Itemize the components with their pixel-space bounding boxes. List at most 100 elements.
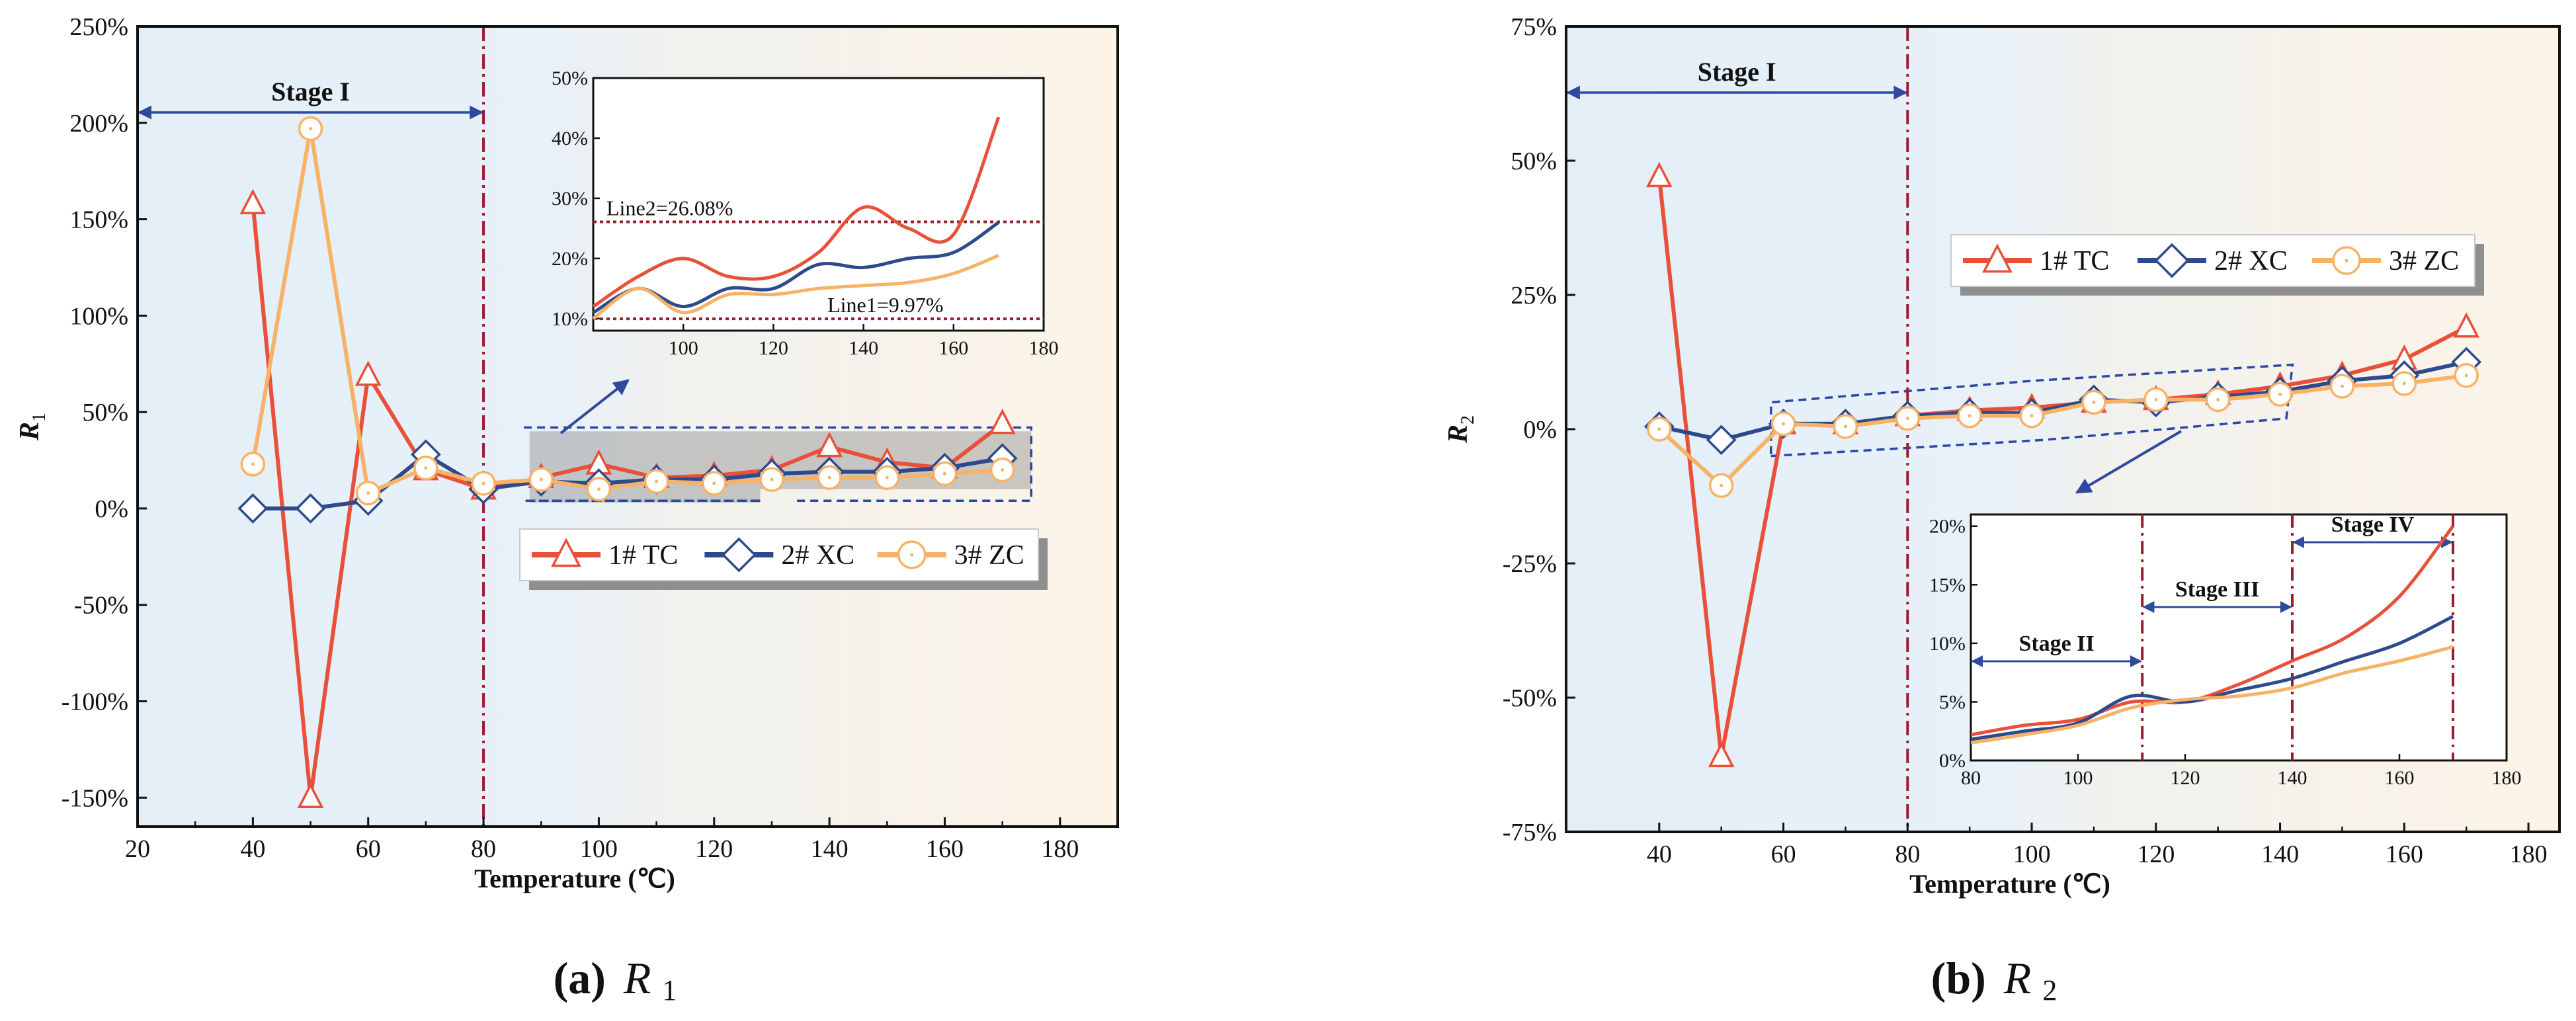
series-point-dot	[942, 471, 946, 475]
series-line	[251, 203, 1004, 800]
series-point-dot	[2278, 392, 2282, 396]
y-axis-label-sub: 1	[29, 413, 50, 422]
y-tick-label: 150%	[69, 206, 128, 234]
plot-frame	[136, 25, 1119, 828]
legend: 1# TC 2# XC 3# ZC	[1950, 234, 2484, 296]
y-tick-label: 50%	[82, 399, 128, 427]
x-tick-label: 60	[356, 835, 381, 863]
series-point-dot	[885, 475, 889, 479]
legend-label: 2# XC	[781, 540, 854, 571]
zoom-dashed-box	[524, 426, 1032, 503]
x-tick-label: 60	[1771, 840, 1796, 868]
series-point-dot	[712, 481, 716, 485]
caption-b-tag: (b)	[1931, 953, 1986, 1003]
series-point-dot	[2464, 374, 2468, 378]
inset-x-tick-label: 180	[1029, 337, 1059, 359]
legend-label: 3# ZC	[2389, 246, 2459, 276]
series-point-dot	[827, 475, 831, 479]
series-point	[989, 409, 1016, 434]
caption-a-tag: (a)	[554, 953, 606, 1003]
inset-x-tick-label: 120	[759, 337, 788, 359]
inset-series-line	[592, 116, 1001, 308]
series-point	[237, 493, 269, 524]
series-point-dot	[2340, 384, 2344, 388]
inset-y-tick-label: 15%	[1929, 574, 1966, 596]
x-tick-label: 100	[580, 835, 618, 863]
y-tick-label: -75%	[1503, 819, 1557, 846]
y-tick-label: -50%	[1503, 684, 1557, 712]
inset-y-tick-label: 20%	[1929, 516, 1966, 538]
series-point-dot	[539, 477, 543, 481]
series-point-dot	[1782, 422, 1786, 426]
inset-x-tick-label: 100	[669, 337, 698, 359]
captions: (a) R 1 (b) R 2	[554, 953, 2057, 1006]
inset-y-tick-label: 20%	[552, 248, 588, 270]
series-point-dot	[1843, 425, 1847, 429]
x-tick-label: 120	[695, 835, 733, 863]
inset-y-tick-label: 10%	[1929, 633, 1966, 655]
legend-box	[1950, 234, 2475, 287]
series-point	[816, 432, 843, 458]
x-axis-label: Temperature (℃)	[474, 864, 675, 893]
series-point-dot	[597, 487, 601, 491]
y-tick-label: 75%	[1511, 13, 1557, 41]
series-point-dot	[2030, 414, 2034, 418]
legend-box	[519, 528, 1039, 581]
triangle-marker-icon	[1982, 243, 2013, 273]
inset-y-tick-label: 40%	[552, 128, 588, 149]
panel-b-r2-chart: Stage I-75%-50%-25%0%25%50%75%40 60 80 100 1…	[1443, 13, 2561, 899]
y-axis-label: R2	[1443, 415, 1478, 444]
diamond-marker-icon	[2154, 243, 2190, 278]
y-tick-label: 0%	[95, 495, 128, 523]
inset-stage-label: Stage II	[2018, 632, 2094, 656]
inset-chart: 0% 5% 10% 15% 20% 80 100 120 140 160 180 Stage II St…	[1929, 512, 2522, 789]
y-tick-label: -25%	[1503, 550, 1557, 578]
inset-ref-label: Line2=26.08%	[606, 196, 733, 220]
inset-series-line	[592, 253, 999, 320]
series-point-dot	[481, 481, 485, 485]
inset-frame	[1970, 513, 2508, 762]
legend-label: 2# XC	[2214, 246, 2288, 276]
series-point	[1706, 425, 1737, 456]
x-tick-label: 80	[1895, 840, 1920, 868]
series-point-dot	[770, 477, 774, 481]
legend-label: 3# ZC	[954, 540, 1024, 571]
y-axis-label: R1	[15, 413, 50, 441]
diamond-marker-icon	[721, 537, 757, 573]
zoom-arrow	[560, 379, 630, 434]
caption-b-var: R	[2003, 953, 2032, 1003]
inset-ref-label: Line1=9.97%	[827, 293, 943, 317]
x-tick-label: 140	[2261, 840, 2299, 868]
triangle-marker-icon	[551, 538, 581, 567]
series-point	[239, 188, 267, 215]
x-tick-label: 100	[2013, 840, 2051, 868]
inset-x-tick-label: 100	[2063, 767, 2093, 789]
inset-x-tick-label: 80	[1961, 767, 1981, 789]
series-point-dot	[2092, 400, 2096, 404]
y-tick-label: -150%	[62, 784, 128, 812]
y-tick-label: -100%	[62, 688, 128, 715]
zoom-region	[1770, 363, 2294, 494]
inset-series-line	[1970, 525, 2454, 737]
inset-x-tick-label: 140	[849, 337, 878, 359]
series-point	[354, 360, 382, 386]
series-point	[297, 782, 324, 809]
x-tick-label: 180	[2510, 840, 2548, 868]
circle-dot-marker-icon-dot	[910, 553, 914, 557]
caption-a-var: R	[623, 953, 651, 1003]
caption-a-sub: 1	[662, 974, 677, 1006]
inset-x-tick-label: 140	[2278, 767, 2307, 789]
series-point-dot	[2402, 382, 2406, 386]
inset-x-tick-label: 160	[938, 337, 968, 359]
legend: 1# TC 2# XC 3# ZC	[519, 528, 1048, 590]
x-tick-label: 40	[1647, 840, 1672, 868]
inset-stage-label: Stage IV	[2331, 512, 2415, 537]
x-tick-label: 120	[2137, 840, 2175, 868]
y-axis-label-var: R	[1443, 425, 1474, 444]
x-tick-label: 40	[240, 835, 265, 863]
inset-stage-label: Stage III	[2175, 577, 2260, 602]
stage-i-label: Stage I	[271, 77, 350, 106]
stage-i-label: Stage I	[1698, 57, 1776, 87]
caption-b-sub: 2	[2042, 974, 2057, 1006]
